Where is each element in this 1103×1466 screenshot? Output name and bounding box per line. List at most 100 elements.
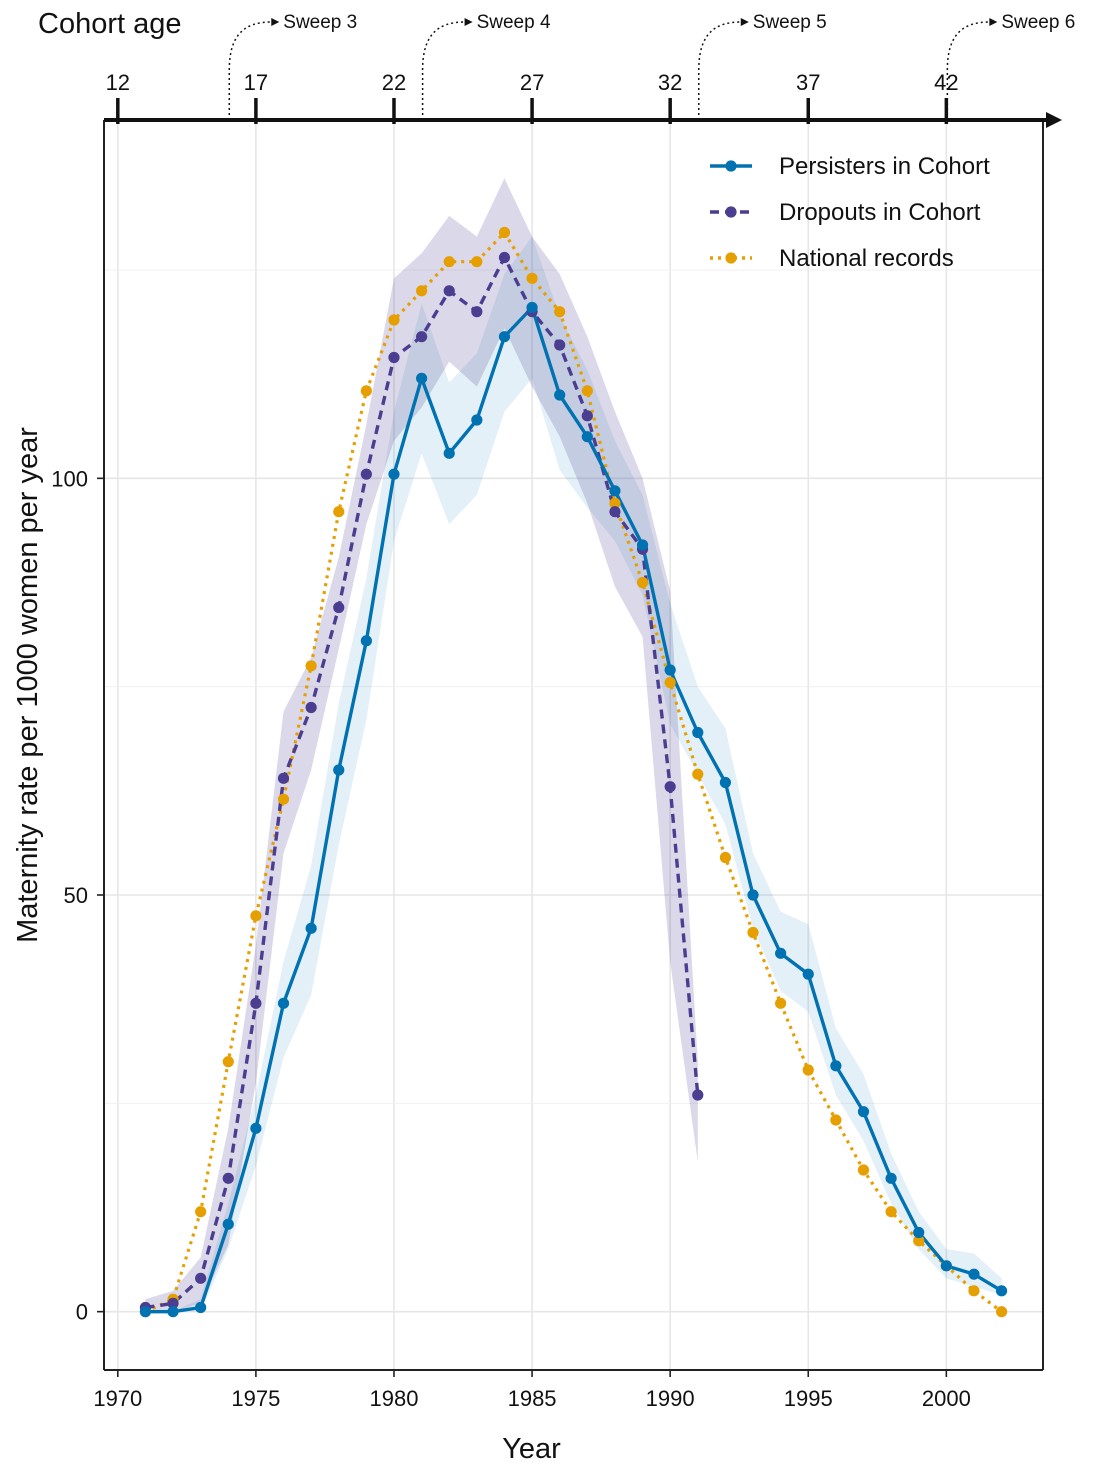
sweep-arrow-head-icon [271, 18, 280, 26]
data-point [857, 1164, 870, 1176]
x-tick-label: 1970 [93, 1386, 142, 1411]
sweep-arrow-head-icon [989, 18, 998, 26]
data-point [305, 701, 317, 714]
data-point [885, 1206, 897, 1218]
data-point [167, 1306, 179, 1318]
data-point [498, 331, 511, 343]
data-point [830, 1114, 842, 1126]
data-point [747, 926, 759, 939]
data-point [581, 410, 593, 422]
data-point [775, 947, 787, 959]
data-point [416, 285, 428, 297]
data-point [498, 226, 511, 239]
cohort-age-tick-label: 22 [382, 70, 406, 95]
data-point [250, 1122, 262, 1134]
x-axis-title: Year [502, 1433, 561, 1465]
legend: Persisters in Cohort Dropouts in Cohort Na… [710, 153, 990, 272]
data-point [692, 726, 704, 739]
data-point [719, 851, 731, 864]
data-point [664, 676, 676, 689]
data-point [830, 1060, 842, 1072]
data-point [305, 660, 317, 672]
y-tick-label: 0 [76, 1300, 88, 1325]
data-point [609, 485, 621, 497]
cohort-age-tick-label: 27 [520, 70, 544, 95]
data-point [277, 793, 290, 805]
sweep-arrow [946, 21, 990, 120]
data-point [360, 385, 372, 397]
data-point [277, 772, 290, 784]
data-point [305, 922, 317, 934]
legend-swatch-point [725, 160, 737, 172]
data-point [139, 1306, 152, 1318]
data-point [940, 1260, 952, 1272]
data-point [664, 781, 676, 793]
data-point [554, 389, 566, 401]
sweep-arrow [421, 21, 465, 120]
arrow-head-icon [1046, 112, 1062, 128]
data-point [526, 301, 538, 314]
data-point [333, 506, 345, 518]
data-point [968, 1285, 980, 1297]
data-point [913, 1235, 925, 1247]
data-point [250, 910, 262, 922]
sweep-arrow-head-icon [464, 18, 473, 26]
data-point [802, 1064, 814, 1076]
legend-label: Dropouts in Cohort [779, 199, 981, 226]
data-point [195, 1206, 207, 1218]
data-point [885, 1172, 897, 1184]
data-point [167, 1297, 179, 1309]
data-point [443, 256, 455, 268]
data-point [471, 414, 483, 426]
data-point [360, 635, 372, 647]
data-point [195, 1301, 207, 1314]
sweep-arrow [228, 21, 272, 120]
data-point [554, 339, 566, 351]
data-point [443, 285, 455, 297]
data-point [692, 1089, 704, 1101]
data-point [775, 997, 787, 1009]
data-point [995, 1285, 1008, 1297]
x-tick-label: 1975 [231, 1386, 280, 1411]
y-axis-title: Maternity rate per 1000 women per year [12, 427, 44, 943]
legend-swatch-point [725, 252, 737, 264]
data-point [360, 468, 372, 480]
data-point [554, 306, 566, 318]
data-point [636, 576, 649, 589]
series-line [144, 230, 1003, 1314]
data-point [581, 385, 593, 397]
x-tick-label: 1990 [646, 1386, 695, 1411]
data-point [333, 764, 345, 776]
legend-label: Persisters in Cohort [779, 153, 990, 180]
data-point [719, 776, 731, 789]
sweep-label: Sweep 6 [1001, 12, 1075, 33]
sweep-label: Sweep 3 [283, 12, 357, 33]
x-tick-label: 2000 [922, 1386, 971, 1411]
x-tick-label: 1980 [370, 1386, 419, 1411]
sweep-label: Sweep 4 [477, 12, 551, 33]
cohort-age-title: Cohort age [38, 8, 182, 40]
sweep-arrow-head-icon [740, 18, 749, 26]
confidence-bands [145, 178, 1002, 1312]
data-point [333, 601, 345, 614]
series-line [145, 305, 1003, 1314]
data-point [664, 664, 676, 676]
x-tick-label: 1985 [508, 1386, 557, 1411]
data-point [802, 968, 814, 980]
data-point [636, 539, 649, 551]
data-point [526, 272, 538, 284]
cohort-age-tick-label: 37 [796, 70, 820, 95]
data-point [968, 1268, 980, 1280]
y-tick-label: 50 [64, 883, 88, 908]
cohort-age-tick-label: 12 [106, 70, 130, 95]
legend-swatch-point [725, 206, 737, 218]
data-point [471, 256, 483, 268]
sweep-arrow [698, 21, 741, 120]
data-point [471, 306, 483, 318]
data-point [388, 351, 400, 364]
data-point [416, 372, 428, 384]
cohort-age-tick-label: 32 [658, 70, 682, 95]
data-point [995, 1306, 1008, 1318]
confidence-band [145, 178, 698, 1312]
